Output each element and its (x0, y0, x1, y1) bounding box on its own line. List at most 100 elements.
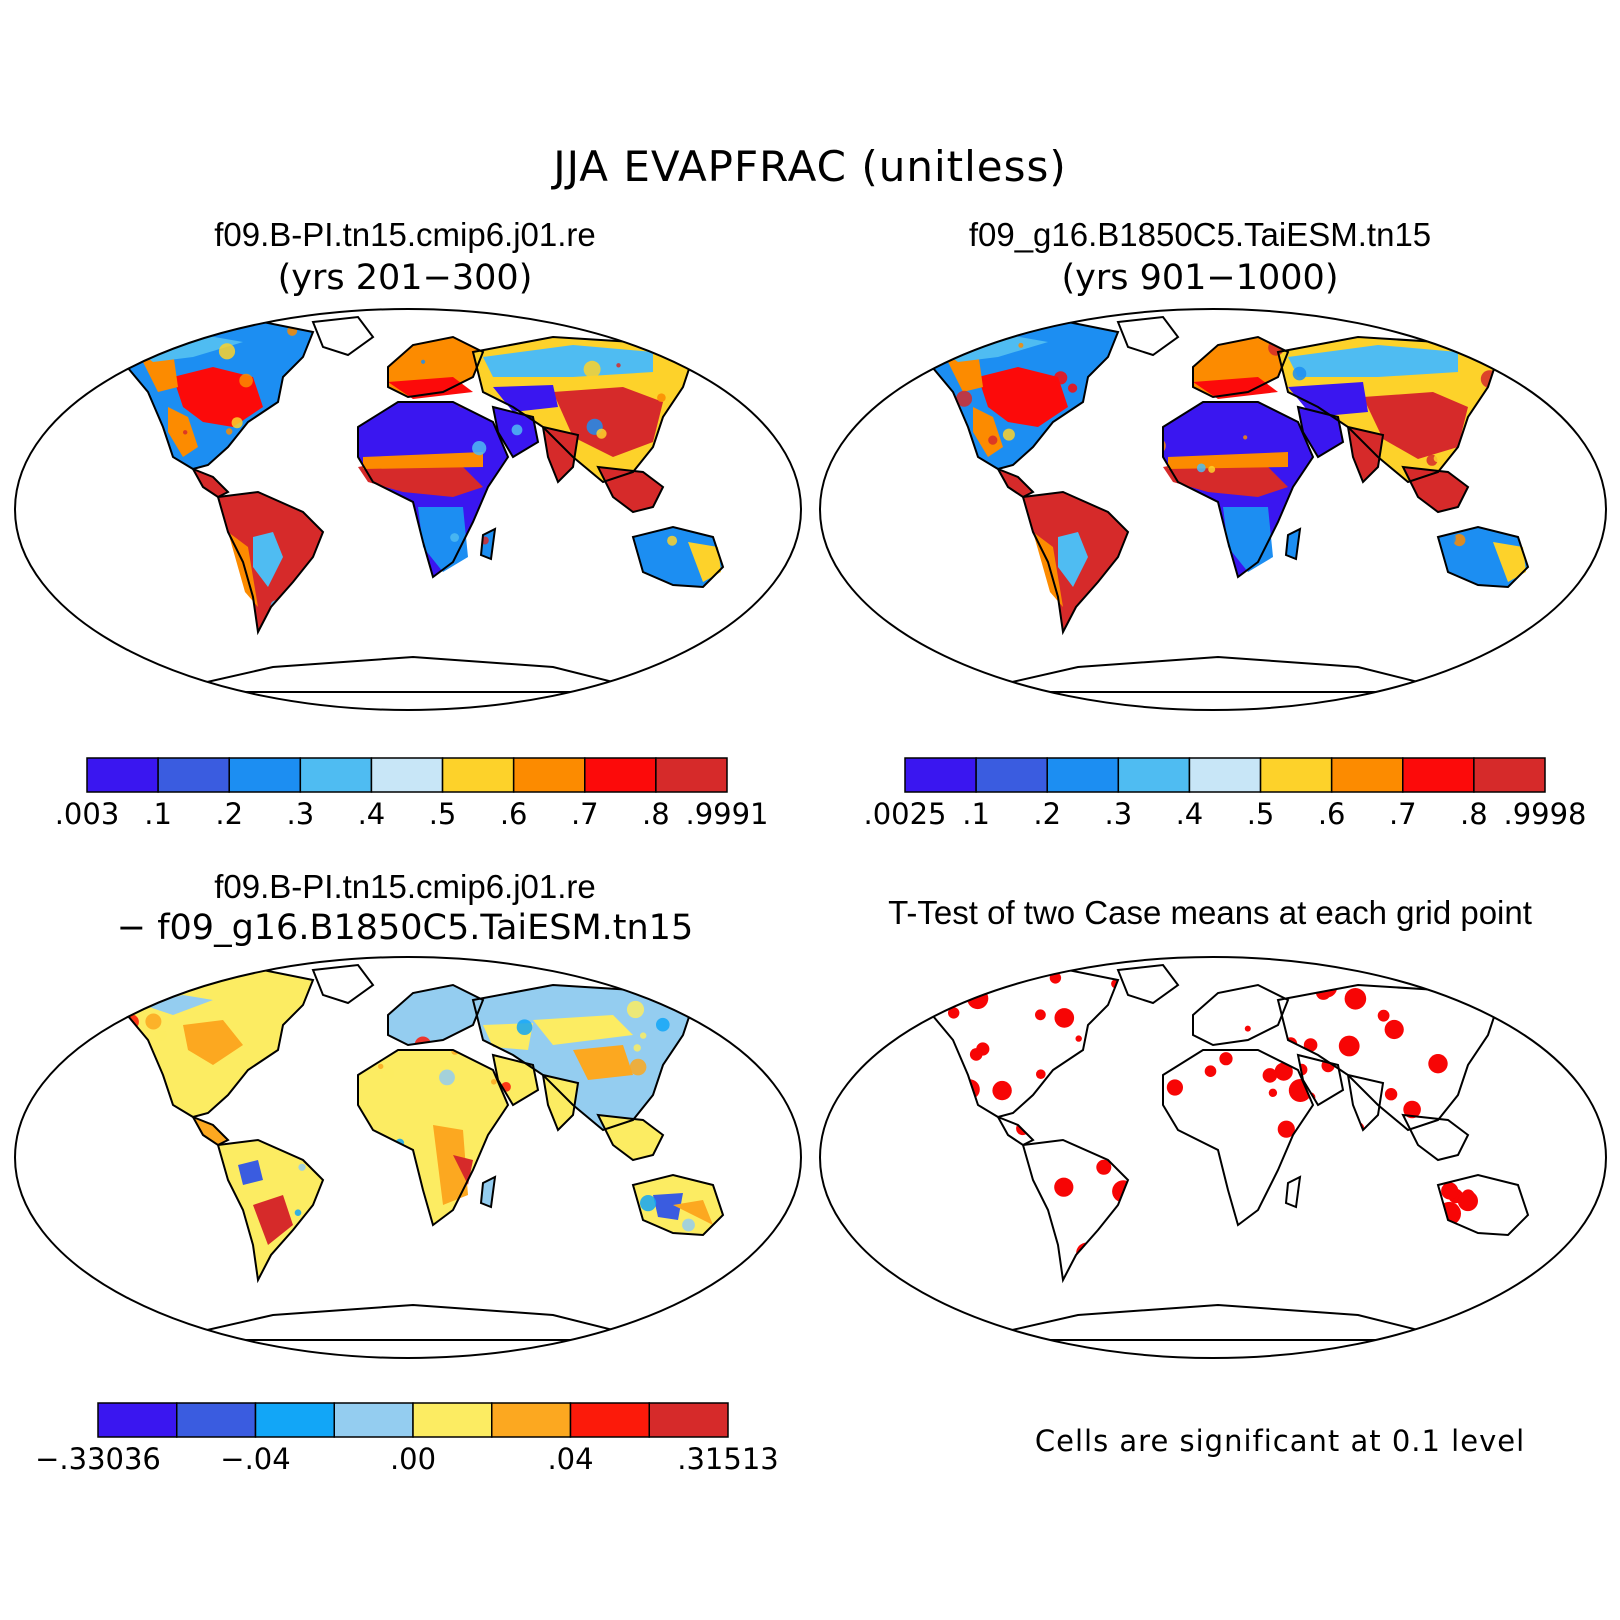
colorbar-box (512, 757, 586, 793)
speckle (774, 1041, 786, 1053)
speckle (672, 1324, 687, 1339)
speckle (1514, 1332, 1523, 1341)
speckle (96, 682, 106, 692)
speckle (1415, 1336, 1439, 1360)
speckle (759, 1320, 772, 1333)
speckle (1589, 1060, 1602, 1073)
speckle (816, 1296, 838, 1318)
speckle (1062, 1348, 1076, 1362)
speckle (1348, 953, 1357, 962)
speckle (38, 340, 47, 349)
speckle (1575, 639, 1579, 643)
speckle (33, 695, 44, 706)
speckle (1576, 1047, 1586, 1057)
coastline-southAmerica (216, 1138, 325, 1284)
field-patch (573, 1045, 633, 1080)
speckle (1521, 1320, 1529, 1328)
field-patch (453, 1155, 473, 1185)
speckle (82, 380, 92, 390)
speckle (827, 1259, 839, 1271)
colorbar-box (441, 757, 515, 793)
speckle (823, 1284, 843, 1304)
panel-1-title: f09.B-PI.tn15.cmip6.j01.re (214, 216, 596, 253)
speckle (732, 690, 741, 699)
speckle (1054, 371, 1068, 385)
speckle (1561, 1330, 1583, 1352)
speckle (825, 374, 834, 383)
speckle (974, 952, 993, 971)
speckle (871, 1269, 882, 1280)
speckle (1597, 1270, 1612, 1285)
speckle (1506, 1335, 1530, 1359)
speckle (626, 705, 634, 713)
speckle (871, 346, 876, 351)
speckle (137, 700, 148, 711)
speckle (751, 395, 768, 412)
speckle (1542, 1275, 1559, 1292)
speckle (1277, 1120, 1295, 1138)
speckle (823, 1003, 833, 1013)
speckle (1573, 1273, 1587, 1287)
speckle (175, 303, 189, 317)
speckle (1494, 1319, 1505, 1330)
speckle (1531, 1007, 1546, 1022)
speckle (45, 364, 51, 370)
speckle (78, 1006, 93, 1021)
speckle (1554, 1293, 1576, 1315)
speckle (1418, 968, 1432, 982)
coastline-arabia (491, 1053, 540, 1107)
colorbar-box (1188, 757, 1262, 793)
speckle (1472, 687, 1486, 701)
colorbar-box (1402, 757, 1475, 793)
speckle (84, 631, 94, 641)
speckle (948, 1007, 960, 1019)
speckle (865, 652, 882, 669)
speckle (218, 308, 224, 314)
coastline-southAmerica (216, 490, 325, 636)
speckle (772, 601, 781, 610)
speckle (1601, 1292, 1610, 1301)
coastline-india (1346, 425, 1385, 484)
speckle (662, 1327, 675, 1340)
speckle (791, 305, 808, 322)
speckle (765, 1273, 779, 1287)
speckle (1540, 1349, 1560, 1369)
field-patch (388, 377, 473, 399)
speckle (752, 328, 762, 338)
speckle (657, 393, 666, 402)
speckle (172, 325, 185, 338)
speckle (1513, 1296, 1524, 1307)
speckle (723, 638, 732, 647)
speckle (835, 329, 847, 341)
speckle (1577, 1299, 1594, 1316)
coastline-india (1346, 1073, 1385, 1132)
speckle (1540, 1277, 1557, 1294)
speckle (53, 981, 65, 993)
speckle (1438, 687, 1446, 695)
speckle (37, 595, 45, 603)
land-centralAmerica (998, 1117, 1033, 1145)
speckle (776, 985, 784, 993)
speckle (33, 659, 40, 666)
speckle (18, 327, 28, 337)
speckle (925, 329, 931, 335)
speckle (1374, 301, 1390, 317)
land-india (1348, 427, 1383, 482)
colorbar-tick-label: .4 (358, 797, 386, 831)
speckle (1476, 677, 1488, 689)
speckle (816, 1039, 828, 1051)
speckle (885, 315, 892, 322)
speckle (934, 1352, 948, 1366)
colorbar-box (569, 1402, 650, 1438)
speckle (866, 989, 874, 997)
speckle (823, 1215, 832, 1224)
field-patch (688, 542, 721, 582)
speckle (1526, 1326, 1539, 1339)
speckle (639, 1329, 657, 1347)
field-patch (363, 452, 483, 469)
speckle (592, 965, 606, 979)
speckle (828, 1271, 837, 1280)
speckle (1596, 1226, 1619, 1249)
speckle (849, 1040, 860, 1051)
speckle (823, 1286, 835, 1298)
